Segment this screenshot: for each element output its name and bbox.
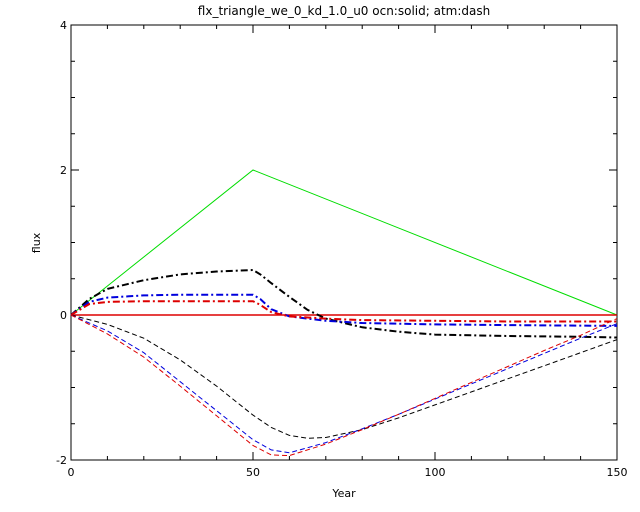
x-tick-label: 0 (68, 466, 75, 479)
series-line-dashdot (70, 293, 618, 327)
y-tick-label: 2 (60, 164, 67, 177)
x-tick-label: 150 (607, 466, 628, 479)
x-axis-label: Year (331, 487, 356, 500)
y-tick-label: 4 (60, 19, 67, 32)
series-line-dashed (70, 314, 618, 454)
x-tick-label: 50 (246, 466, 260, 479)
series-line-solid (70, 169, 618, 316)
series-line-dashdot (70, 300, 617, 323)
chart-title: flx_triangle_we_0_kd_1.0_u0 ocn:solid; a… (198, 4, 490, 18)
series-line-dashdot (70, 268, 618, 339)
y-axis-label: flux (30, 232, 43, 253)
y-tick-label: -2 (56, 454, 67, 467)
y-tick-label: 0 (60, 309, 67, 322)
series-line-dashed (70, 314, 618, 457)
series-line-dashed (70, 314, 618, 439)
plot-frame (70, 24, 618, 461)
x-tick-label: 100 (425, 466, 446, 479)
